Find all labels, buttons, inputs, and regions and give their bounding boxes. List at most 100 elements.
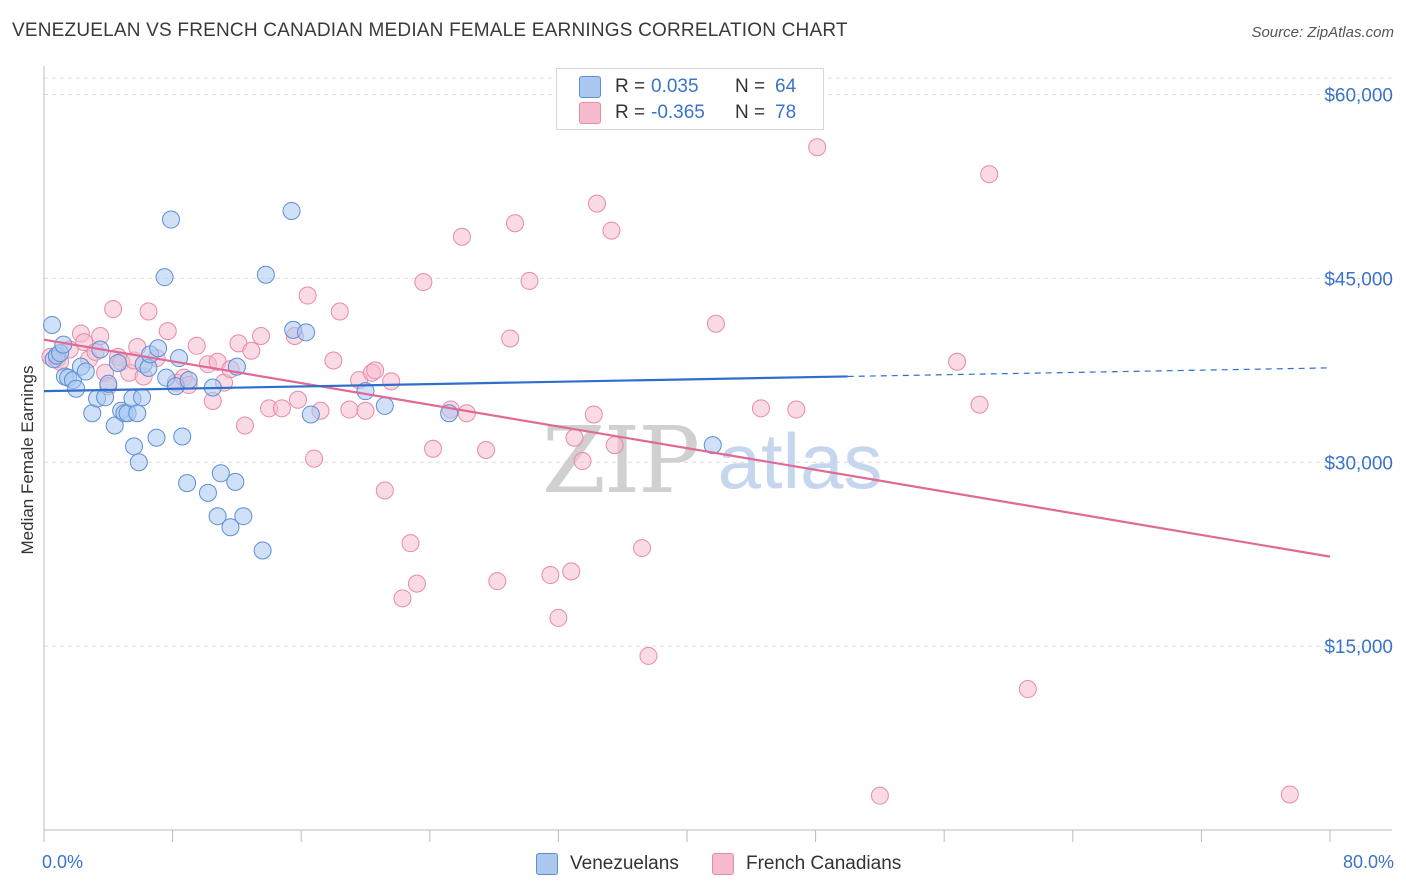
french-canadian-point	[1018, 680, 1037, 699]
venezuelan-point	[179, 371, 198, 390]
series-legend: Venezuelans French Canadians	[0, 850, 1406, 880]
french-canadian-point	[401, 534, 420, 553]
y-tick-label: $60,000	[1324, 86, 1393, 107]
french-canadian-point	[520, 271, 539, 290]
correlation-legend: R = 0.035 N = 64 R = -0.365 N = 78	[556, 68, 824, 130]
french-canadian-point	[242, 341, 261, 360]
venezuelan-point	[253, 541, 272, 560]
french-canadian-point	[356, 401, 375, 420]
french-canadian-point	[477, 441, 496, 459]
y-tick-label: $30,000	[1324, 453, 1393, 474]
venezuelan-point	[282, 201, 301, 220]
watermark-zip: ZIP	[542, 407, 698, 514]
venezuelan-point	[178, 474, 197, 493]
french-canadian-point	[787, 400, 806, 419]
legend-label-venezuelans: Venezuelans	[570, 853, 679, 874]
venezuelan-point	[208, 507, 227, 526]
venezuelan-point	[133, 388, 152, 407]
french-swatch	[579, 102, 601, 124]
french-canadian-point	[252, 327, 271, 345]
grid-lines	[44, 77, 1392, 647]
french-canadian-point	[393, 589, 412, 608]
y-tick-label: $45,000	[1324, 269, 1393, 290]
y-axis-label: Median Female Earnings	[18, 365, 37, 555]
french-canadian-point	[751, 399, 770, 418]
venezuelan-point	[155, 268, 174, 287]
venezuelan-point	[301, 405, 320, 424]
french-canadian-point	[139, 302, 158, 321]
venezuelan-trend-extension	[847, 367, 1331, 378]
french-canadian-point	[452, 227, 471, 246]
n-label: N =	[735, 76, 766, 97]
r-label: R =	[615, 102, 646, 123]
french-canadian-point	[948, 352, 967, 371]
french-canadian-point	[639, 646, 658, 665]
french-canadian-point	[605, 436, 624, 455]
legend-label-french-canadians: French Canadians	[746, 853, 902, 874]
venezuelan-point	[173, 427, 192, 446]
venezuelan-point	[375, 396, 394, 415]
venezuelan-point	[99, 374, 118, 393]
french-canadian-point	[562, 562, 581, 581]
venezuelan-point	[256, 265, 275, 284]
watermark: ZIP atlas	[542, 407, 882, 514]
watermark-atlas: atlas	[718, 417, 883, 505]
french-canadian-point	[549, 608, 568, 627]
y-tick-label: $15,000	[1324, 637, 1393, 658]
r-label: R =	[615, 76, 646, 97]
chart-title: VENEZUELAN VS FRENCH CANADIAN MEDIAN FEM…	[12, 20, 848, 41]
venezuelan-trend-line	[43, 375, 848, 393]
r-value: 0.035	[651, 76, 699, 97]
french-canadian-point	[366, 361, 385, 380]
french-swatch	[712, 853, 734, 875]
venezuelan-point	[221, 518, 240, 537]
french-canadian-point	[970, 395, 989, 414]
venezuelan-point	[108, 353, 127, 372]
french-canadian-point	[565, 428, 584, 447]
venezuelan-point	[128, 404, 147, 423]
venezuelan-point	[149, 339, 168, 358]
french-canadian-point	[187, 336, 206, 355]
french-canadian-point	[305, 449, 324, 468]
french-canadian-point	[501, 329, 520, 348]
legend-item-french-canadians[interactable]: French Canadians	[712, 853, 901, 875]
r-value: -0.365	[651, 102, 705, 123]
french-canadian-point	[587, 194, 606, 213]
french-canadian-point	[488, 572, 507, 591]
french-canadian-point	[980, 165, 999, 184]
french-canadian-point	[104, 300, 123, 319]
venezuelan-point	[198, 483, 217, 502]
x-tick-label-max: 80.0%	[1342, 852, 1394, 872]
french-canadian-point	[1280, 785, 1299, 804]
venezuelan-point	[76, 362, 95, 381]
french-canadian-point	[541, 566, 560, 585]
venezuelan-point	[43, 315, 62, 334]
french-canadian-point	[407, 574, 426, 593]
french-canadian-point	[808, 138, 827, 157]
venezuelans-swatch	[536, 853, 558, 875]
venezuelan-point	[234, 507, 253, 526]
n-label: N =	[735, 102, 766, 123]
legend-row-french: R = -0.365 N = 78	[579, 101, 796, 125]
french-canadian-point	[584, 405, 603, 424]
french-canadian-point	[457, 404, 476, 423]
venezuelan-point	[226, 472, 245, 491]
french-canadian-point	[706, 314, 725, 333]
venezuelan-point	[161, 210, 180, 229]
venezuelan-point	[129, 453, 148, 472]
french-canadian-point	[414, 273, 433, 292]
french-canadian-point	[602, 221, 621, 240]
french-canadian-point	[505, 214, 524, 233]
french-canadian-point	[870, 786, 889, 805]
legend-row-venezuelans: R = 0.035 N = 64	[579, 75, 796, 99]
venezuelan-point	[125, 437, 144, 456]
legend-item-venezuelans[interactable]: Venezuelans	[536, 853, 679, 875]
trend-lines	[43, 338, 1331, 558]
venezuelan-point	[211, 464, 230, 483]
french-canadian-point	[324, 351, 343, 370]
french-canadian-point	[340, 400, 359, 419]
french-canadian-point	[424, 439, 443, 458]
french-canadian-point	[382, 372, 401, 391]
n-value: 78	[775, 102, 797, 123]
